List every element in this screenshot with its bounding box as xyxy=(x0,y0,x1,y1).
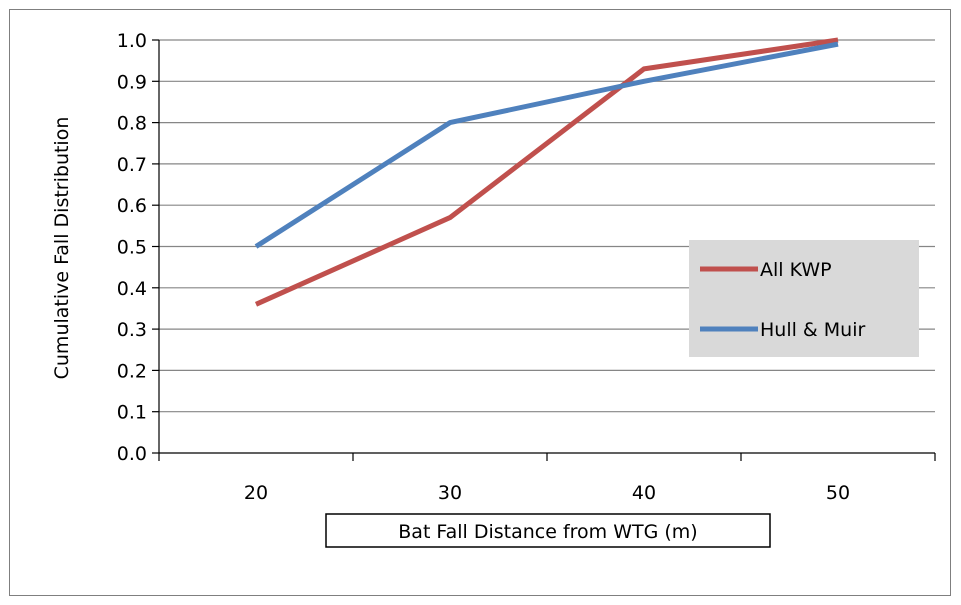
legend-label: All KWP xyxy=(760,259,832,281)
y-tick-label: 0.3 xyxy=(117,319,147,341)
grid-lines xyxy=(159,39,935,413)
y-tick-labels: 0.0 0.1 0.2 0.3 0.4 0.5 0.6 0.7 0.8 0.9 1.0 xyxy=(117,30,147,465)
y-tick-label: 1.0 xyxy=(117,30,147,52)
series-line-1 xyxy=(254,37,839,307)
x-tick-labels: 20 30 40 50 xyxy=(244,482,850,504)
x-tick-label: 50 xyxy=(826,482,850,504)
y-tick-label: 0.1 xyxy=(117,402,147,424)
legend-box xyxy=(689,240,919,357)
y-tick-label: 0.0 xyxy=(117,443,147,465)
series-lines xyxy=(254,37,839,307)
series-line-2 xyxy=(254,41,839,249)
legend-label: Hull & Muir xyxy=(760,319,865,341)
y-tick-label: 0.8 xyxy=(117,113,147,135)
y-tick-label: 0.7 xyxy=(117,154,147,176)
y-tick-label: 0.6 xyxy=(117,195,147,217)
y-tick-label: 0.4 xyxy=(117,278,147,300)
x-tick-label: 20 xyxy=(244,482,268,504)
x-axis-title: Bat Fall Distance from WTG (m) xyxy=(398,521,697,543)
legend: All KWP Hull & Muir xyxy=(689,240,919,357)
y-tick-label: 0.9 xyxy=(117,71,147,93)
x-axis-title-box xyxy=(325,513,771,548)
y-axis-title: Cumulative Fall Distribution xyxy=(51,117,73,380)
y-tick-label: 0.5 xyxy=(117,237,147,259)
y-tick-label: 0.2 xyxy=(117,360,147,382)
x-tick-label: 40 xyxy=(632,482,656,504)
axes xyxy=(152,39,936,461)
x-tick-label: 30 xyxy=(438,482,462,504)
